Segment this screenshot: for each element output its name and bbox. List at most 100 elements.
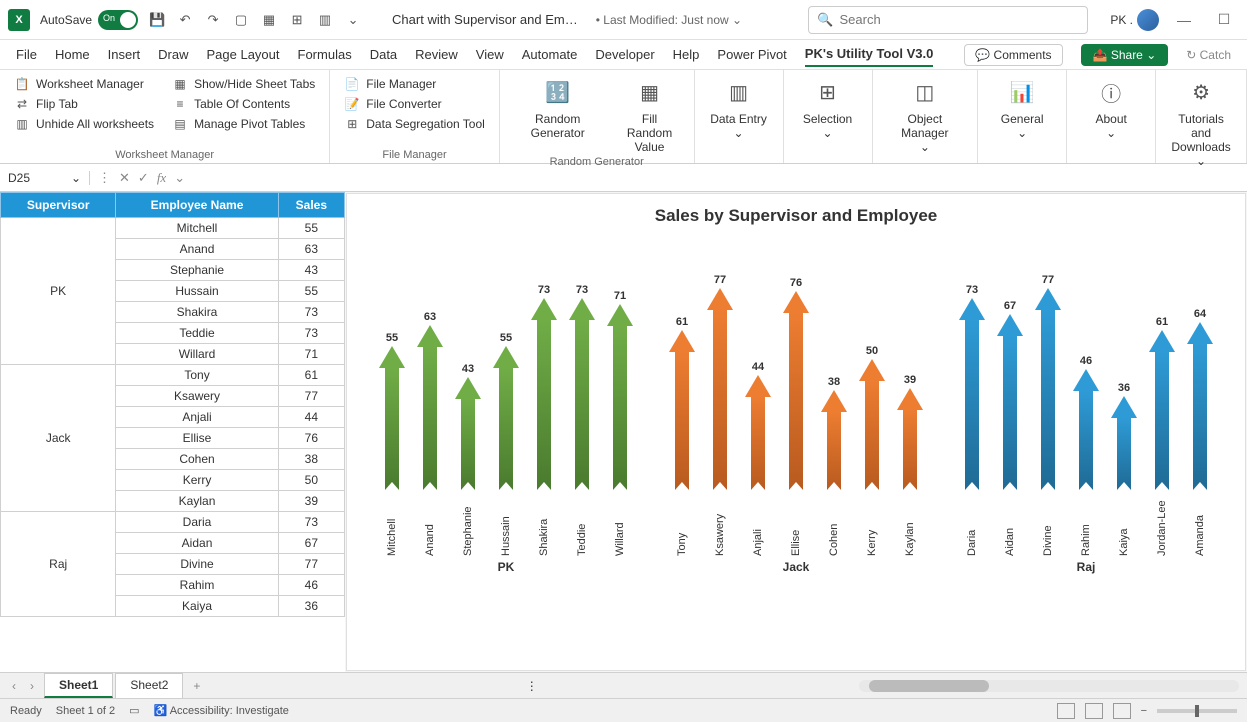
menu-tab-draw[interactable]: Draw: [158, 43, 188, 66]
stats-icon[interactable]: ▭: [129, 704, 139, 717]
ribbon-cmd-table-of-contents[interactable]: ≡Table Of Contents: [172, 96, 315, 112]
menu-tab-pk-s-utility-tool-v3-0[interactable]: PK's Utility Tool V3.0: [805, 42, 934, 67]
employee-cell[interactable]: Kaiya: [116, 596, 278, 617]
sales-cell[interactable]: 76: [278, 428, 344, 449]
chart-bar[interactable]: 43Stephanie: [452, 363, 484, 556]
ribbon-cmd-selection-⌄[interactable]: ⊞Selection⌄: [798, 76, 858, 140]
sheet-tab-sheet1[interactable]: Sheet1: [44, 673, 113, 698]
ribbon-cmd-general-⌄[interactable]: 📊General⌄: [992, 76, 1052, 140]
sheet-options-icon[interactable]: ⋮: [526, 679, 538, 693]
menu-tab-formulas[interactable]: Formulas: [298, 43, 352, 66]
chart-bar[interactable]: 77Ksawery: [704, 274, 736, 556]
zoom-out-button[interactable]: −: [1141, 705, 1147, 717]
ribbon-cmd-data-entry-⌄[interactable]: ▥Data Entry⌄: [709, 76, 769, 140]
sales-cell[interactable]: 55: [278, 218, 344, 239]
menu-tab-review[interactable]: Review: [415, 43, 458, 66]
ribbon-cmd-file-manager[interactable]: 📄File Manager: [344, 76, 485, 92]
chart-bar[interactable]: 46Rahim: [1070, 355, 1102, 556]
qat-more-icon[interactable]: ⌄: [344, 11, 362, 29]
chart-bar[interactable]: 55Mitchell: [376, 332, 408, 556]
ribbon-cmd-data-segregation-tool[interactable]: ⊞Data Segregation Tool: [344, 116, 485, 132]
accept-icon[interactable]: ✓: [138, 170, 149, 186]
employee-cell[interactable]: Daria: [116, 512, 278, 533]
menu-tab-data[interactable]: Data: [370, 43, 397, 66]
redo-icon[interactable]: ↷: [204, 11, 222, 29]
menu-tab-insert[interactable]: Insert: [108, 43, 141, 66]
sales-cell[interactable]: 50: [278, 470, 344, 491]
ribbon-cmd-about-⌄[interactable]: ⓘAbout⌄: [1081, 76, 1141, 140]
sheet-next-button[interactable]: ›: [26, 679, 38, 693]
supervisor-cell[interactable]: Raj: [1, 512, 116, 617]
ribbon-cmd-show-hide-sheet-tabs[interactable]: ▦Show/Hide Sheet Tabs: [172, 76, 315, 92]
table-row[interactable]: PKMitchell55: [1, 218, 345, 239]
last-modified[interactable]: • Last Modified: Just now ⌄: [596, 13, 742, 27]
supervisor-cell[interactable]: PK: [1, 218, 116, 365]
sales-cell[interactable]: 36: [278, 596, 344, 617]
employee-cell[interactable]: Hussain: [116, 281, 278, 302]
ribbon-cmd-fill-random-value[interactable]: ▦Fill RandomValue: [620, 76, 680, 154]
employee-cell[interactable]: Ksawery: [116, 386, 278, 407]
chart-bar[interactable]: 55Hussain: [490, 332, 522, 556]
page-break-view-button[interactable]: [1113, 703, 1131, 719]
sales-cell[interactable]: 77: [278, 554, 344, 575]
ribbon-cmd-random-generator[interactable]: 🔢Random Generator: [514, 76, 602, 140]
catch-up-button[interactable]: ↻ Catch: [1186, 44, 1231, 66]
menu-tab-view[interactable]: View: [476, 43, 504, 66]
sales-cell[interactable]: 44: [278, 407, 344, 428]
ribbon-cmd-flip-tab[interactable]: ⇄Flip Tab: [14, 96, 154, 112]
table-header[interactable]: Sales: [278, 193, 344, 218]
comments-button[interactable]: 💬 Comments: [964, 44, 1062, 66]
sales-cell[interactable]: 38: [278, 449, 344, 470]
table-header[interactable]: Supervisor: [1, 193, 116, 218]
fx-icon[interactable]: fx: [157, 170, 166, 186]
chart-bar[interactable]: 77Divine: [1032, 274, 1064, 556]
sales-cell[interactable]: 73: [278, 323, 344, 344]
sales-cell[interactable]: 63: [278, 239, 344, 260]
save-icon[interactable]: 💾: [148, 11, 166, 29]
employee-cell[interactable]: Aidan: [116, 533, 278, 554]
chart-bar[interactable]: 64Amanda: [1184, 308, 1216, 556]
chart-bar[interactable]: 38Cohen: [818, 376, 850, 556]
horizontal-scrollbar[interactable]: [859, 680, 1239, 692]
search-input[interactable]: [840, 12, 1080, 27]
employee-cell[interactable]: Divine: [116, 554, 278, 575]
employee-cell[interactable]: Kaylan: [116, 491, 278, 512]
table-row[interactable]: RajDaria73: [1, 512, 345, 533]
employee-cell[interactable]: Anjali: [116, 407, 278, 428]
sales-cell[interactable]: 67: [278, 533, 344, 554]
sales-cell[interactable]: 55: [278, 281, 344, 302]
sheet-tab-sheet2[interactable]: Sheet2: [115, 673, 183, 698]
employee-cell[interactable]: Mitchell: [116, 218, 278, 239]
employee-cell[interactable]: Willard: [116, 344, 278, 365]
employee-cell[interactable]: Kerry: [116, 470, 278, 491]
maximize-button[interactable]: ☐: [1209, 11, 1239, 28]
chart-bar[interactable]: 61Jordan-Lee: [1146, 316, 1178, 556]
add-sheet-button[interactable]: +: [189, 679, 204, 693]
dropdown-icon[interactable]: ⋮: [98, 170, 111, 186]
undo-icon[interactable]: ↶: [176, 11, 194, 29]
ribbon-cmd-tutorials-and-downloads-⌄[interactable]: ⚙Tutorials andDownloads⌄: [1170, 76, 1232, 168]
sales-cell[interactable]: 46: [278, 575, 344, 596]
menu-tab-help[interactable]: Help: [673, 43, 700, 66]
employee-cell[interactable]: Stephanie: [116, 260, 278, 281]
employee-cell[interactable]: Ellise: [116, 428, 278, 449]
chart-bar[interactable]: 71Willard: [604, 290, 636, 556]
supervisor-cell[interactable]: Jack: [1, 365, 116, 512]
chart-bar[interactable]: 39Kaylan: [894, 374, 926, 556]
ribbon-cmd-file-converter[interactable]: 📝File Converter: [344, 96, 485, 112]
chevron-down-icon[interactable]: ⌄: [174, 170, 185, 186]
employee-cell[interactable]: Cohen: [116, 449, 278, 470]
sales-cell[interactable]: 77: [278, 386, 344, 407]
chevron-down-icon[interactable]: ⌄: [71, 171, 81, 185]
chart-bar[interactable]: 50Kerry: [856, 345, 888, 556]
chart-bar[interactable]: 76Ellise: [780, 277, 812, 557]
normal-view-button[interactable]: [1057, 703, 1075, 719]
chart-bar[interactable]: 73Daria: [956, 284, 988, 556]
toggle-icon[interactable]: [98, 10, 138, 30]
chart-bar[interactable]: 73Shakira: [528, 284, 560, 556]
chart-bar[interactable]: 36Kaiya: [1108, 382, 1140, 557]
ribbon-cmd-worksheet-manager[interactable]: 📋Worksheet Manager: [14, 76, 154, 92]
autosave-toggle[interactable]: AutoSave: [40, 10, 138, 30]
table-header[interactable]: Employee Name: [116, 193, 278, 218]
ribbon-cmd-object-manager-⌄[interactable]: ◫Object Manager⌄: [887, 76, 964, 154]
